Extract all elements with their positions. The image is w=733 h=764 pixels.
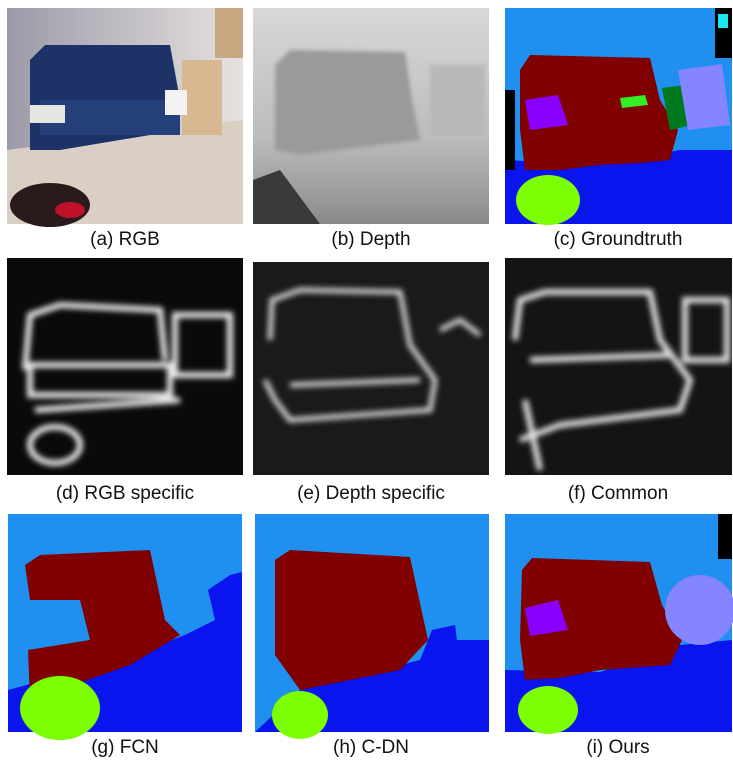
rgb-image xyxy=(7,8,243,227)
common-map xyxy=(505,258,732,475)
groundtruth-map xyxy=(505,8,732,225)
caption: (e) Depth specific xyxy=(297,483,445,504)
depth-image xyxy=(253,8,489,224)
caption: (f) Common xyxy=(568,483,668,504)
c-dn-map xyxy=(255,514,489,739)
rgb-specific-map xyxy=(7,258,243,475)
caption: (c) Groundtruth xyxy=(554,229,683,250)
caption: (a) RGB xyxy=(90,229,160,250)
caption: (b) Depth xyxy=(331,229,410,250)
caption: (h) C-DN xyxy=(333,737,409,758)
depth-specific-map xyxy=(253,262,489,475)
fcn-map xyxy=(8,514,242,740)
caption: (i) Ours xyxy=(586,737,649,758)
ours-map xyxy=(505,514,733,734)
caption: (g) FCN xyxy=(91,737,159,758)
caption: (d) RGB specific xyxy=(56,483,194,504)
